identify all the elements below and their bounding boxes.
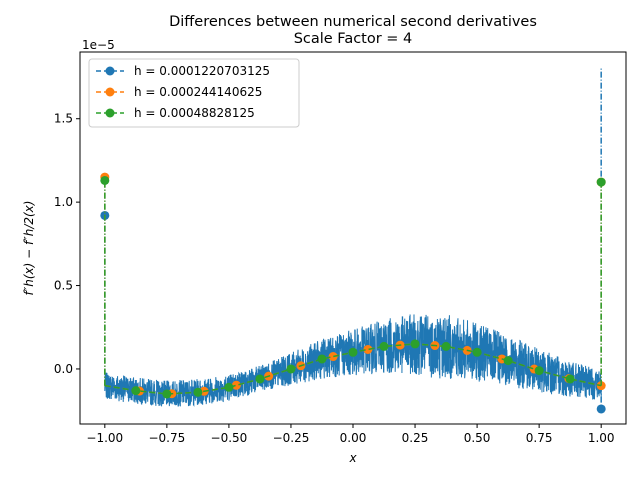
series-3 [100,175,606,399]
x-tick-label-8: 1.00 [588,431,615,445]
series-3-endpoint-1 [596,177,606,187]
legend-box [88,58,300,128]
x-tick-label-5: 0.25 [402,431,429,445]
x-tick-label-3: −0.25 [273,431,310,445]
legend-label-1: h = 0.0001220703125 [134,64,270,78]
series-3-point-8 [379,341,389,351]
legend: h = 0.0001220703125 h = 0.000244140625 h =… [88,58,300,128]
series-2-point-6 [328,352,338,362]
series-3-point-7 [348,347,358,357]
series-3-point-10 [441,341,451,351]
series-2-point-7 [363,344,373,354]
series-3-point-11 [472,347,482,357]
x-tick-label-1: −0.75 [148,431,185,445]
series-3-point-12 [503,356,513,366]
chart-subtitle: Scale Factor = 4 [294,31,413,47]
x-tick-label-0: −1.00 [86,431,123,445]
legend-marker-1 [105,66,115,76]
y-exponent-label: 1e−5 [82,38,115,52]
y-tick-label-1: 0.5 [54,279,73,293]
series-3-point-14 [565,374,575,384]
series-3-point-13 [534,366,544,376]
y-tick-label-0: 0.0 [54,362,73,376]
series-3-point-0 [131,386,141,396]
series-3-point-3 [224,382,234,392]
y-tick-label-2: 1.0 [54,195,73,209]
x-tick-label-4: 0.00 [340,431,367,445]
y-axis-label: f″h(x) − f″h/2(x) [22,201,36,296]
series-2-point-3 [231,380,241,390]
plot-area [79,51,627,425]
x-axis-ticks: −1.00 −0.75 −0.50 −0.25 0.00 0.25 0.50 0.75 1.00 [86,424,615,445]
legend-label-2: h = 0.000244140625 [134,85,262,99]
x-axis-label: x [348,451,357,465]
x-tick-label-2: −0.50 [211,431,248,445]
x-tick-label-6: 0.50 [464,431,491,445]
chart-title: Differences between numerical second der… [169,14,537,30]
x-tick-label-7: 0.75 [526,431,553,445]
y-axis-ticks: 0.0 0.5 1.0 1.5 [54,112,80,376]
series-3-endpoint-0 [100,175,110,185]
series-3-point-5 [286,364,296,374]
series-1-endpoint-1 [596,404,606,414]
series-3-point-1 [162,389,172,399]
series-3-point-2 [193,387,203,397]
y-tick-label-3: 1.5 [54,112,73,126]
series-3-point-6 [317,354,327,364]
legend-marker-3 [105,108,115,118]
legend-label-3: h = 0.00048828125 [134,106,255,120]
legend-marker-2 [105,87,115,97]
series-3-point-9 [410,339,420,349]
series-3-point-4 [255,374,265,384]
